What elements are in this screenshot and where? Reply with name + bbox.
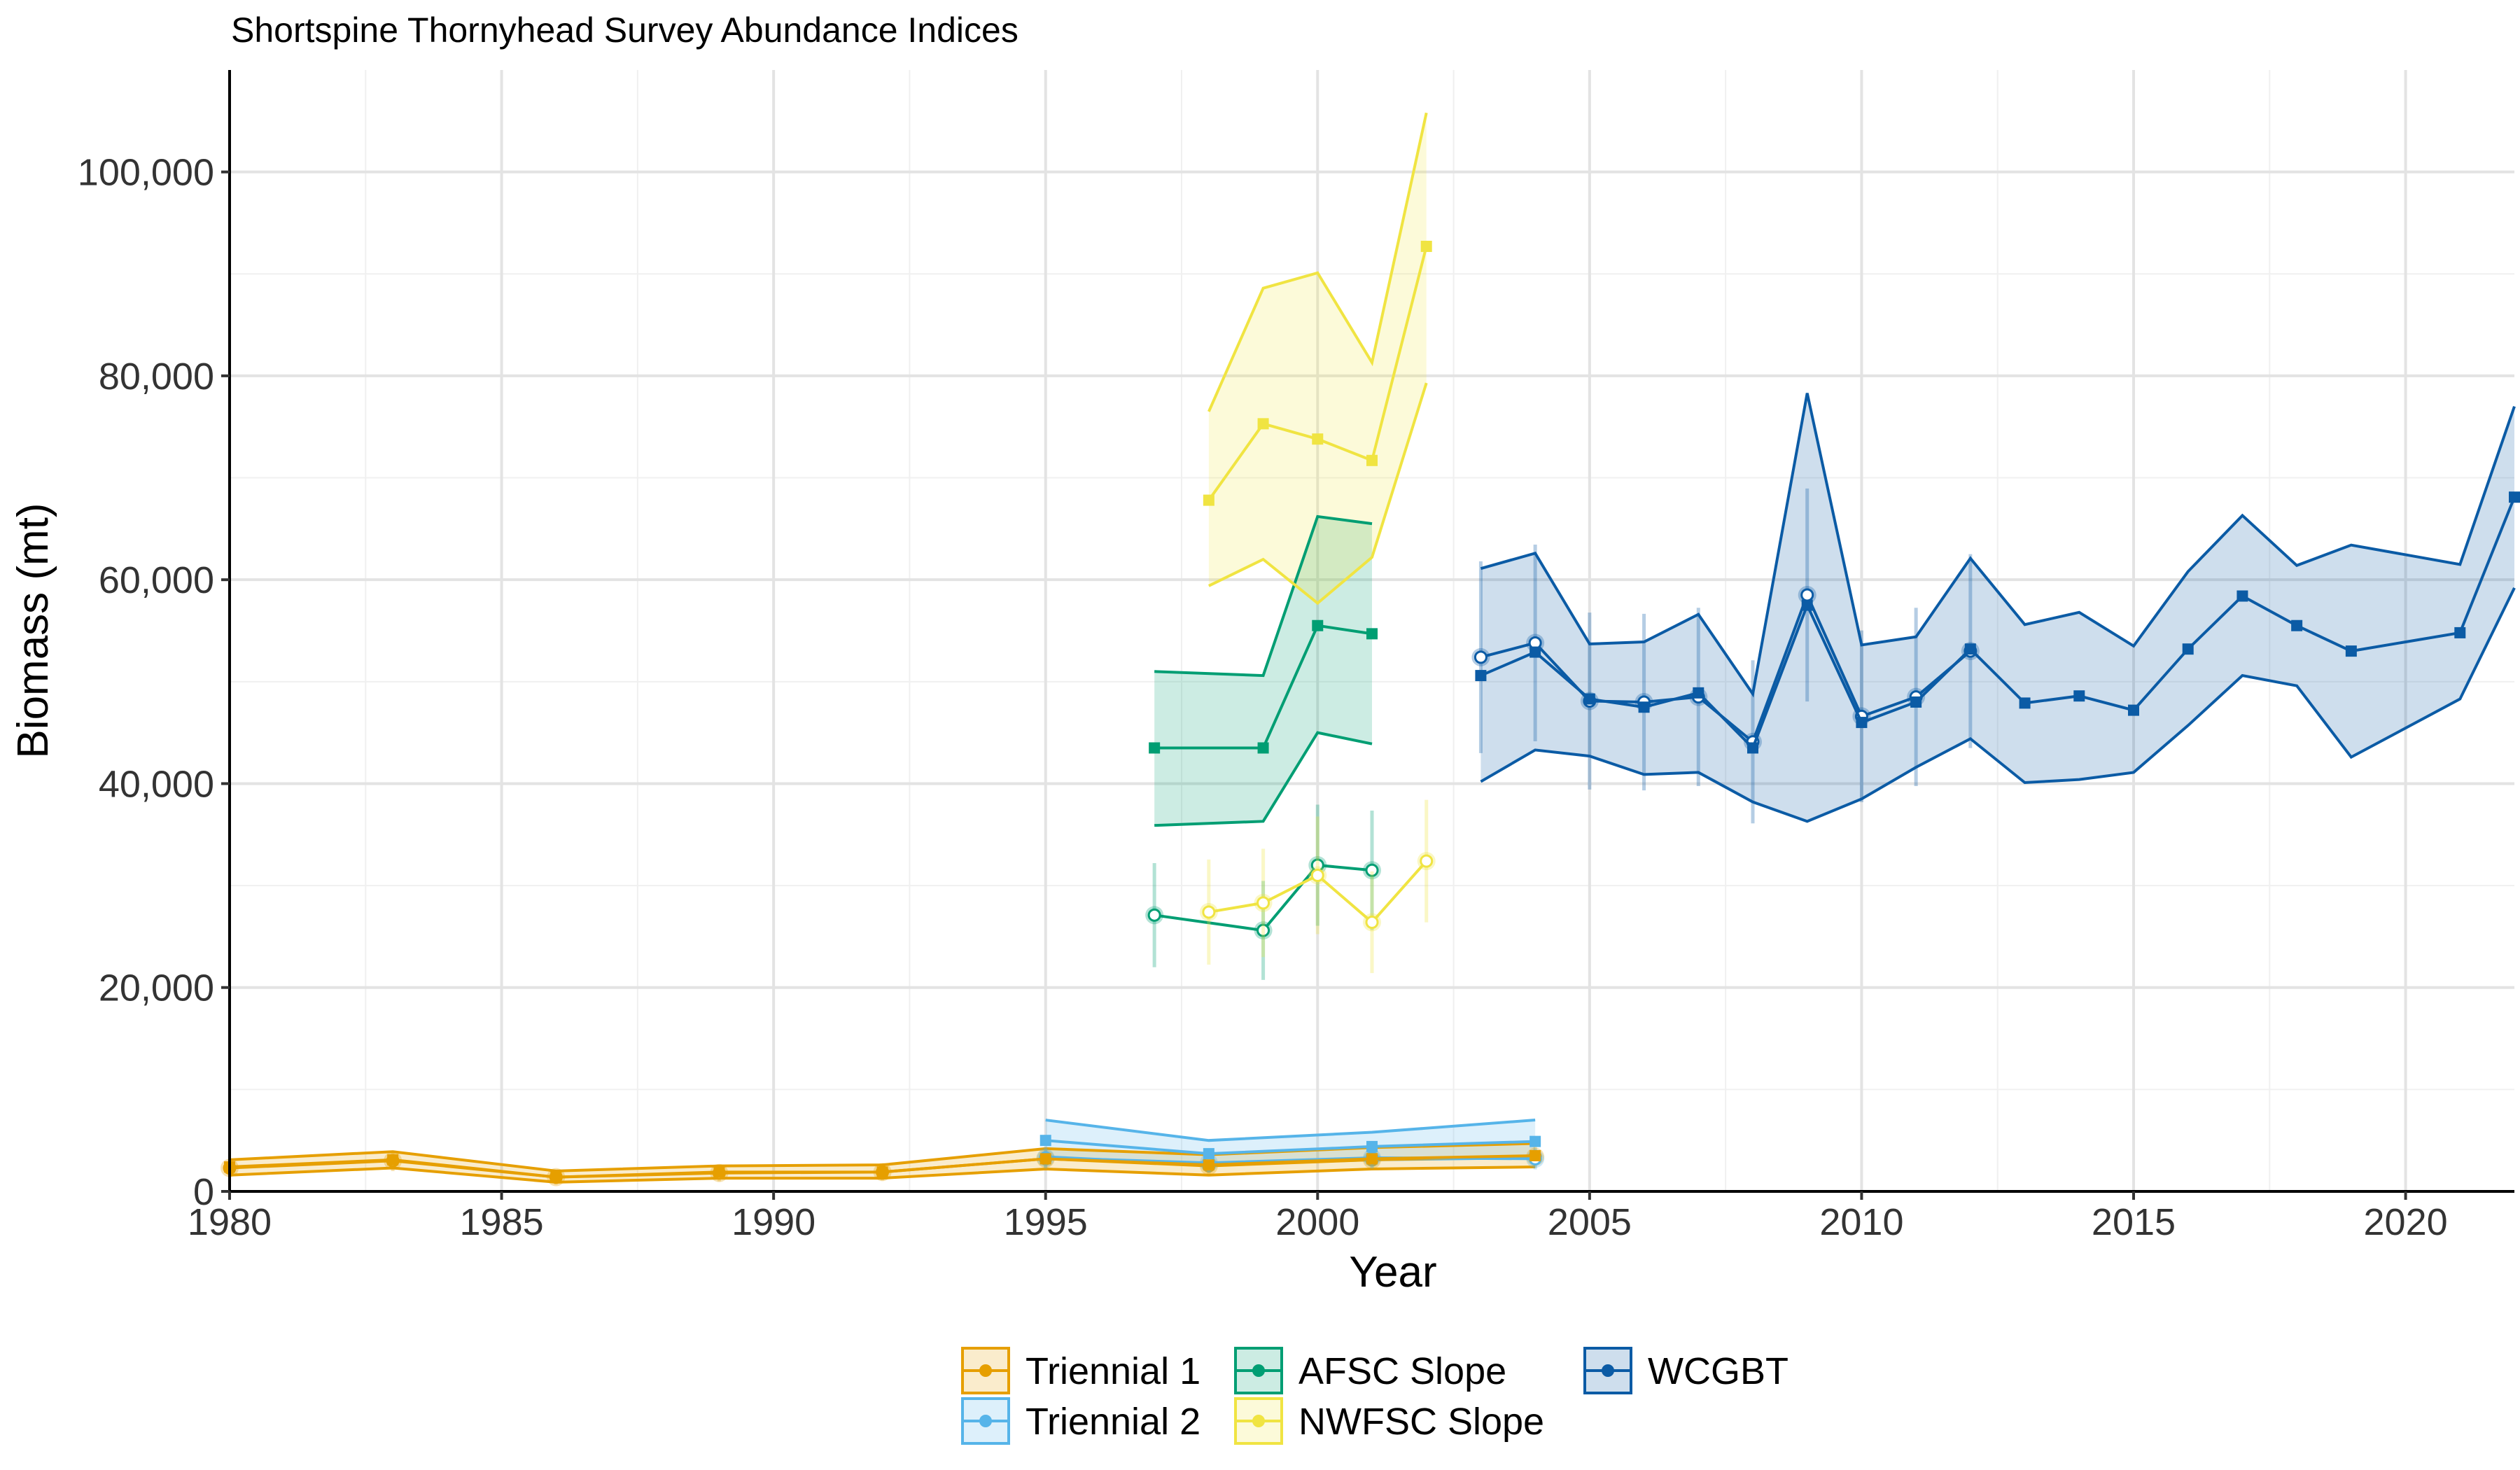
series-point bbox=[1040, 1135, 1051, 1147]
series-line bbox=[1045, 1139, 1536, 1156]
series-point bbox=[1040, 1153, 1051, 1165]
index-point bbox=[1310, 869, 1324, 883]
confidence-band bbox=[1208, 113, 1427, 603]
y-tick-label: 40,000 bbox=[99, 763, 214, 805]
x-tick-label: 1985 bbox=[460, 1201, 544, 1243]
x-tick-label: 2010 bbox=[1819, 1201, 1903, 1243]
series-point bbox=[1856, 717, 1868, 729]
series-point bbox=[1747, 742, 1758, 754]
chart-title: Shortspine Thornyhead Survey Abundance I… bbox=[231, 10, 1018, 50]
upper-bound-line bbox=[1208, 112, 1428, 412]
legend-item: WCGBT bbox=[1583, 1347, 1788, 1394]
series-point bbox=[1964, 643, 1976, 655]
index-point bbox=[1147, 908, 1161, 922]
index-point bbox=[1420, 854, 1434, 868]
legend-label: WCGBT bbox=[1648, 1350, 1788, 1392]
series-point bbox=[2073, 690, 2085, 702]
x-tick-label: 1980 bbox=[188, 1201, 272, 1243]
series-point bbox=[2128, 704, 2139, 716]
legend-item: Triennial 1 bbox=[961, 1347, 1200, 1394]
series-point bbox=[1420, 240, 1432, 252]
y-tick-label: 80,000 bbox=[99, 356, 214, 398]
series-point bbox=[1203, 494, 1214, 506]
series-line bbox=[1154, 624, 1373, 750]
series-point bbox=[713, 1166, 725, 1178]
series-point bbox=[876, 1166, 888, 1178]
upper-bound-line bbox=[1154, 514, 1373, 678]
series-point bbox=[1312, 620, 1324, 631]
index-point bbox=[1800, 588, 1814, 602]
series-point bbox=[1530, 646, 1541, 658]
y-tick-label: 20,000 bbox=[99, 967, 214, 1009]
x-tick-label: 1990 bbox=[732, 1201, 816, 1243]
legend: Triennial 1 Triennial 2 AFSC Slope NWFSC Sl… bbox=[961, 1347, 1788, 1445]
confidence-band bbox=[1480, 393, 2514, 822]
series-point bbox=[1203, 1159, 1214, 1171]
series-point bbox=[1257, 742, 1269, 754]
legend-label: AFSC Slope bbox=[1298, 1350, 1506, 1392]
index-point bbox=[1474, 650, 1488, 664]
series-point bbox=[1366, 1153, 1378, 1165]
legend-key-point bbox=[979, 1415, 992, 1427]
legend-item: Triennial 2 bbox=[961, 1397, 1200, 1445]
series-point bbox=[1257, 418, 1269, 430]
x-axis-title: Year bbox=[1349, 1248, 1436, 1296]
index-point bbox=[1256, 896, 1270, 910]
series-point bbox=[1530, 1150, 1541, 1162]
legend-label: Triennial 2 bbox=[1026, 1401, 1200, 1443]
x-tick-label: 2005 bbox=[1548, 1201, 1632, 1243]
x-tick-label: 2015 bbox=[2092, 1201, 2176, 1243]
series-point bbox=[2182, 643, 2194, 655]
series-point bbox=[1203, 1148, 1214, 1160]
series-point bbox=[2345, 645, 2357, 657]
series-point bbox=[1366, 454, 1378, 466]
x-tick-label: 1995 bbox=[1004, 1201, 1088, 1243]
series-point bbox=[2019, 697, 2031, 709]
series-point bbox=[2236, 590, 2248, 602]
series-point bbox=[550, 1171, 562, 1183]
legend-key-point bbox=[1252, 1364, 1265, 1377]
index-point bbox=[1365, 863, 1379, 877]
index-point bbox=[1256, 923, 1270, 937]
legend-item: AFSC Slope bbox=[1234, 1347, 1506, 1394]
series-point bbox=[1910, 696, 1922, 708]
lower-bound-line bbox=[1208, 382, 1428, 606]
legend-label: NWFSC Slope bbox=[1298, 1401, 1544, 1443]
x-tick-label: 2000 bbox=[1275, 1201, 1359, 1243]
series-point bbox=[1638, 701, 1650, 713]
series-point bbox=[1366, 628, 1378, 640]
x-tick-label: 2020 bbox=[2364, 1201, 2448, 1243]
legend-key-point bbox=[979, 1364, 992, 1377]
y-tick-label: 100,000 bbox=[78, 152, 214, 194]
index-line bbox=[1154, 863, 1373, 932]
series-point bbox=[387, 1154, 399, 1166]
index-point bbox=[1365, 916, 1379, 930]
upper-bound-line bbox=[1480, 393, 2516, 698]
series-point bbox=[1149, 742, 1161, 754]
series-point bbox=[1693, 687, 1704, 699]
legend-key-point bbox=[1252, 1415, 1265, 1427]
series-point bbox=[1366, 1140, 1378, 1152]
index-point bbox=[1202, 905, 1216, 919]
legend-item: NWFSC Slope bbox=[1234, 1397, 1544, 1445]
y-tick-label: 60,000 bbox=[99, 559, 214, 601]
series-point bbox=[2509, 491, 2520, 503]
series-point bbox=[1530, 1135, 1541, 1147]
plot-area bbox=[220, 112, 2520, 1186]
y-tick-label: 0 bbox=[193, 1171, 214, 1213]
axes: 1980 1985 1990 1995 2000 2005 2010 2015 2020 0 20,… bbox=[78, 70, 2514, 1243]
legend-label: Triennial 1 bbox=[1026, 1350, 1200, 1392]
legend-key-point bbox=[1602, 1364, 1614, 1377]
lower-bound-line bbox=[1480, 587, 2516, 823]
series-point bbox=[2291, 620, 2303, 631]
series-point bbox=[1801, 599, 1813, 611]
lower-bound-line bbox=[1154, 731, 1373, 827]
series-point bbox=[1312, 433, 1324, 445]
series-point bbox=[1583, 693, 1595, 705]
upper-bound-line bbox=[1045, 1119, 1536, 1142]
series-point bbox=[1475, 670, 1487, 682]
series-point bbox=[2454, 626, 2466, 638]
y-axis-title: Biomass (mt) bbox=[9, 503, 57, 758]
